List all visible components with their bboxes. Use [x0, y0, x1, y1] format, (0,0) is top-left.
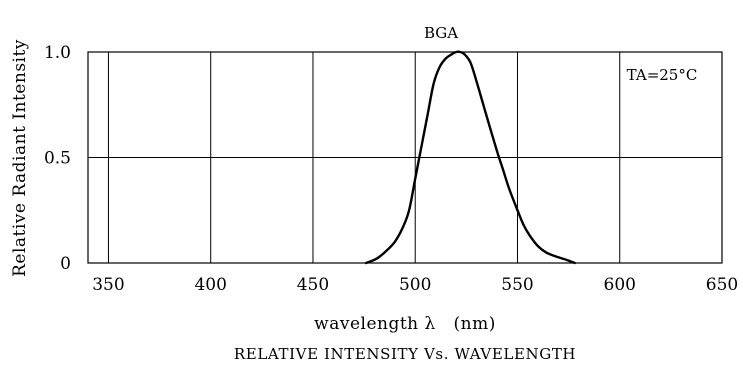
x-axis-label: wavelength λ (nm) [314, 314, 496, 334]
series-label-bga: BGA [424, 24, 458, 42]
x-tick-label-450: 450 [297, 275, 329, 295]
x-tick-labels: 350 400 450 500 550 600 650 [92, 275, 738, 295]
x-tick-label-600: 600 [604, 275, 636, 295]
x-tick-label-650: 650 [706, 275, 738, 295]
plot-frame [87, 51, 723, 264]
series-line-bga [364, 50, 576, 265]
chart-title: RELATIVE INTENSITY Vs. WAVELENGTH [234, 345, 576, 363]
x-tick-label-550: 550 [501, 275, 533, 295]
x-tick-label-350: 350 [92, 275, 124, 295]
y-tick-label-2: 1.0 [44, 43, 71, 63]
y-tick-label-1: 0.5 [44, 149, 71, 169]
plot-border [87, 51, 723, 264]
x-tick-label-500: 500 [399, 275, 431, 295]
series-layer [364, 50, 576, 265]
x-tick-label-400: 400 [194, 275, 226, 295]
grid [88, 52, 722, 263]
y-tick-labels: 0 0.5 1.0 [44, 43, 71, 274]
temperature-annotation: TA=25°C [627, 66, 698, 84]
y-tick-label-0: 0 [60, 254, 71, 274]
y-axis-label: Relative Radiant Intensity [10, 39, 30, 277]
